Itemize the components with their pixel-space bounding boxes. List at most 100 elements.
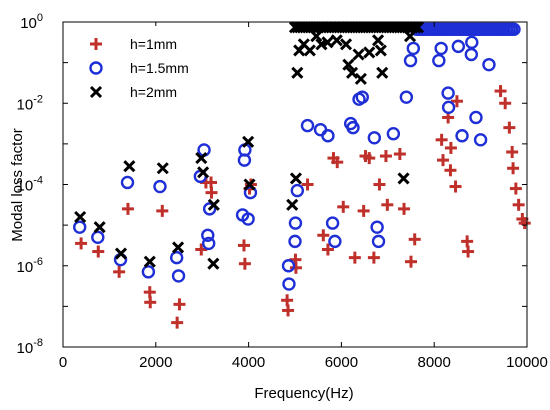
series2-point-6 [169,250,184,265]
series-h=1mm [75,85,531,329]
series3-point-22-b [330,34,343,47]
series2-point-0 [73,220,87,234]
legend-marker-2 [89,61,103,75]
x-tick-labels: 0 2000 4000 6000 8000 10000 [59,354,548,371]
series1-point-30 [363,152,376,165]
axes-layer [62,21,528,348]
y-tick-exponent-1: -2 [33,93,43,105]
series3-point-21 [321,36,334,49]
series1-point-36 [398,202,411,215]
series2-point-33 [370,220,384,234]
series1-point-39 [435,133,448,146]
series3-point-29-b [371,34,385,47]
legend-marker-3-b [89,85,103,99]
y-tick-base-3: 10 [17,259,34,276]
series3-point-4 [143,255,156,268]
legend-marker-3 [89,85,103,99]
series3-point-7-b [195,152,208,165]
series3-point-1 [93,221,106,234]
series1-point-53 [509,182,522,195]
series3-point-21-b [321,36,334,49]
series1-point-20 [289,261,302,274]
series3-point-23-b [339,38,353,51]
series3-point-9-b [207,257,220,270]
series2-point-34 [371,234,386,249]
series3-point-22 [330,34,343,47]
y-axis-label: Modal loss factor [9,128,26,241]
series1-point-13 [237,239,250,252]
series1-point-26 [337,200,350,213]
series2-point-7 [171,269,186,283]
series1-point-45 [450,95,463,108]
y-tick-label-0: 100 [20,12,43,32]
series3-point-28-b [363,46,376,59]
series2-point-3 [120,175,135,190]
series2-point-16 [241,212,255,226]
series3-point-6 [172,241,185,254]
series3-point-18 [303,44,316,57]
series3-point-32 [397,172,410,185]
series3-point-25 [346,66,359,79]
series1-point-3 [121,202,134,215]
series3-point-5-b [156,162,169,175]
series3-point-9 [207,257,220,270]
series3-point-8-b [197,166,210,179]
series3-point-15 [291,66,304,79]
series3-point-15-b [291,66,304,79]
series3-point-0-b [74,210,87,224]
series3-point-11 [242,135,255,148]
series3-point-10 [207,198,220,211]
series2-point-46 [465,35,479,50]
series2-point-41 [441,86,455,100]
series1-point-33 [379,150,392,163]
series1-point-47 [462,245,475,258]
series3-point-12 [243,178,256,191]
series3-point-31 [376,66,389,79]
series1-point-17 [281,294,294,307]
series3-point-23 [339,38,353,51]
y-tick-exponent-0: 0 [37,12,43,24]
series2-point-12 [202,202,217,216]
series1-point-5 [144,296,157,309]
series1-point-27 [348,251,361,264]
series3-band-point-47 [411,21,425,34]
series3-point-26-b [352,48,365,61]
series3-point-13-b [286,198,299,211]
series1-point-14 [238,257,251,270]
series2-point-43 [451,39,466,54]
x-axis-label: Frequency(Hz) [254,385,353,402]
legend-items: h=1mm h=1.5mm h=2mm [89,36,189,100]
series2-point-21 [288,234,302,249]
series3-point-24 [342,58,355,71]
series2-point-23 [300,118,315,133]
series1-point-18 [282,304,295,317]
series3-point-13 [286,198,299,211]
series1-point-44 [449,180,462,193]
series1-point-11 [205,176,218,189]
series2-point-5 [153,179,167,194]
series3-point-4-b [143,255,156,268]
series1-point-54 [512,198,525,211]
series3-point-27-b [354,72,367,85]
series3-point-3 [123,160,136,173]
series1-point-43 [444,141,457,154]
series3-point-1-b [93,221,106,234]
series2-point-35 [386,127,401,141]
series2-point-20 [288,216,303,230]
series1-point-1 [92,245,105,258]
series1-point-8 [173,298,186,311]
series1-point-6 [156,204,169,217]
series1-point-7 [171,316,184,329]
series1-point-42 [444,164,457,177]
series2-point-19 [282,277,296,291]
series3-point-31-b [376,66,389,79]
series1-point-56 [518,217,531,230]
series2-point-18 [281,259,296,273]
series2-point-40 [434,41,448,56]
series1-point-12 [205,186,218,199]
y-tick-base-2: 10 [17,178,34,195]
series1-point-28 [357,204,370,217]
series3-point-2 [114,247,128,260]
series2-point-37 [403,53,418,68]
series3-band-point-46 [409,21,422,34]
